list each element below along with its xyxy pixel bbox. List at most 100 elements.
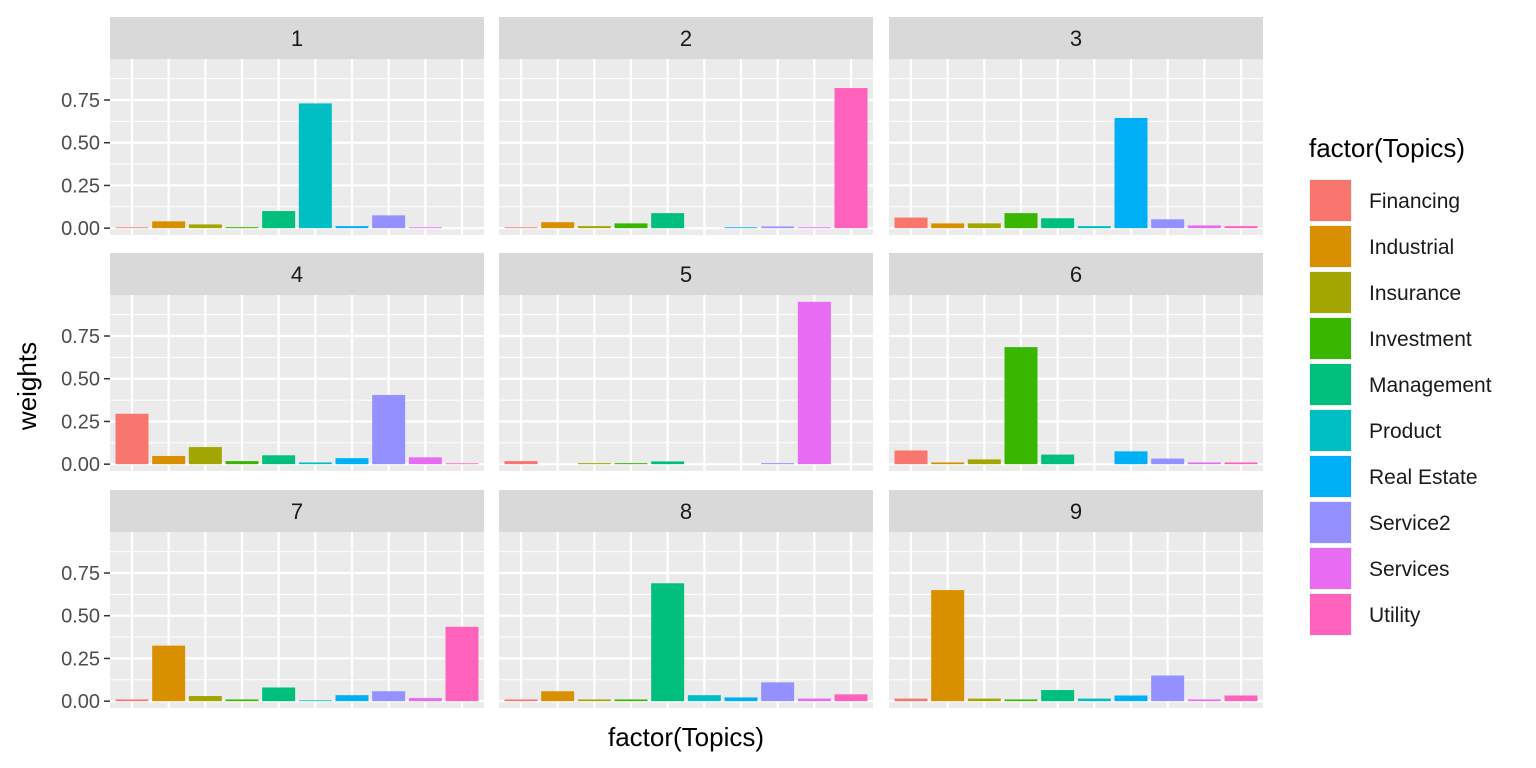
y-axis-row-3: 0.00 0.25 0.50 0.75: [61, 563, 110, 713]
bar-8-industrial: [541, 691, 575, 702]
bar-4-real-estate: [335, 458, 369, 465]
facet-strip: [889, 253, 1263, 295]
facet-strip: [889, 490, 1263, 532]
bar-6-insurance: [967, 459, 1001, 465]
facet-panel-7: 7: [110, 490, 484, 708]
bar-1-financing: [115, 227, 149, 229]
bar-6-industrial: [931, 462, 965, 465]
bar-3-insurance: [967, 223, 1001, 229]
legend-title: factor(Topics): [1309, 133, 1465, 163]
legend-key-swatch: [1310, 456, 1351, 497]
bar-8-real-estate: [724, 697, 758, 702]
bar-7-insurance: [188, 696, 222, 702]
facet-panel-8: 8: [499, 490, 873, 708]
y-tick-label: 0.25: [61, 411, 100, 433]
bar-1-investment: [225, 227, 259, 229]
bar-4-investment: [225, 461, 259, 465]
y-tick-label: 0.75: [61, 90, 100, 112]
x-axis-title: factor(Topics): [608, 722, 764, 752]
facet-panel-1: 1: [110, 17, 484, 235]
bar-6-service2: [1151, 458, 1185, 465]
facet-panel-9: 9: [889, 490, 1263, 708]
panel-background: [889, 59, 1263, 235]
bar-4-insurance: [188, 447, 222, 465]
facet-panel-6: 6: [889, 253, 1263, 471]
legend-key-swatch: [1310, 548, 1351, 589]
bar-1-industrial: [152, 221, 186, 229]
panel-background: [499, 532, 873, 708]
facet-panel-5: 5: [499, 253, 873, 471]
facet-strip-label: 7: [291, 499, 303, 524]
legend-key-swatch: [1310, 364, 1351, 405]
bar-6-services: [1187, 462, 1221, 465]
legend-item-investment: Investment: [1309, 317, 1472, 360]
bar-3-real-estate: [1114, 117, 1148, 229]
y-tick-label: 0.50: [61, 133, 100, 155]
bar-5-service2: [761, 463, 795, 465]
legend-label: Product: [1369, 420, 1442, 443]
bar-2-services: [797, 227, 831, 229]
bar-7-real-estate: [335, 695, 369, 702]
legend-key-swatch: [1310, 180, 1351, 221]
facet-strip-label: 1: [291, 26, 303, 51]
facet-strip: [110, 490, 484, 532]
panel-background: [889, 295, 1263, 471]
legend-key-swatch: [1310, 226, 1351, 267]
y-tick-label: 0.75: [61, 563, 100, 585]
legend-item-product: Product: [1309, 409, 1442, 452]
bar-4-management: [262, 455, 296, 465]
bar-2-service2: [761, 226, 795, 229]
bar-3-product: [1077, 226, 1111, 229]
legend-item-utility: Utility: [1309, 593, 1421, 636]
bar-5-management: [651, 461, 685, 465]
legend-item-real-estate: Real Estate: [1309, 455, 1478, 498]
y-tick-label: 0.75: [61, 326, 100, 348]
facet-strip: [889, 17, 1263, 59]
facet-strip-label: 2: [680, 26, 692, 51]
bar-9-utility: [1224, 695, 1258, 702]
facet-panel-3: 3: [889, 17, 1263, 235]
bar-4-services: [408, 457, 442, 465]
facet-strip-label: 4: [291, 262, 303, 287]
bar-4-utility: [445, 463, 479, 465]
legend-label: Management: [1369, 374, 1492, 397]
legend-item-financing: Financing: [1309, 179, 1460, 222]
legend-key-swatch: [1310, 502, 1351, 543]
bar-6-utility: [1224, 462, 1258, 465]
bar-6-real-estate: [1114, 451, 1148, 465]
bar-4-financing: [115, 413, 149, 465]
legend-key-swatch: [1310, 410, 1351, 451]
facet-strip-label: 6: [1070, 262, 1082, 287]
legend-items: Financing Industrial Insurance Investment Ma…: [1309, 179, 1492, 636]
bar-9-services: [1187, 699, 1221, 702]
facet-strip: [110, 17, 484, 59]
y-tick-label: 0.50: [61, 369, 100, 391]
bar-2-financing: [504, 227, 538, 229]
bar-6-financing: [894, 450, 928, 465]
y-axis-row-2: 0.00 0.25 0.50 0.75: [61, 326, 110, 476]
bar-2-insurance: [577, 226, 611, 229]
bar-3-services: [1187, 225, 1221, 229]
facet-strip-label: 8: [680, 499, 692, 524]
facet-strip: [499, 490, 873, 532]
y-tick-label: 0.25: [61, 648, 100, 670]
bar-7-utility: [445, 626, 479, 702]
legend-label: Insurance: [1369, 282, 1461, 305]
legend-item-insurance: Insurance: [1309, 271, 1461, 314]
bar-2-utility: [834, 88, 868, 229]
bar-8-insurance: [577, 699, 611, 702]
bar-4-service2: [372, 394, 406, 465]
bar-4-product: [298, 462, 332, 465]
bar-3-financing: [894, 217, 928, 229]
bar-5-investment: [614, 463, 648, 465]
chart-panels: 1 2 3 4 5 6 7 8 9: [110, 17, 1263, 708]
bar-7-investment: [225, 699, 259, 702]
legend-label: Services: [1369, 558, 1450, 581]
bar-9-product: [1077, 698, 1111, 702]
bar-4-industrial: [152, 455, 186, 465]
bar-1-product: [298, 103, 332, 229]
bar-9-insurance: [967, 698, 1001, 702]
legend-item-service2: Service2: [1309, 501, 1451, 544]
facet-strip: [499, 17, 873, 59]
